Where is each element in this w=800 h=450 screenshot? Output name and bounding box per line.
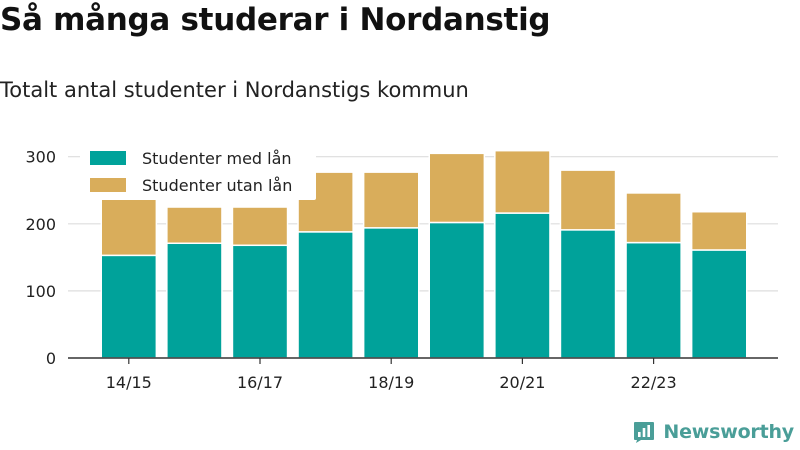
chart-title: Så många studerar i Nordanstig (0, 2, 551, 38)
x-tick-label: 14/15 (106, 373, 152, 392)
bar-segment-med-lan (297, 231, 354, 359)
bar-segment-med-lan (100, 254, 158, 359)
legend: Studenter med lån Studenter utan lån (80, 142, 316, 200)
bar-segment-med-lan (559, 229, 617, 359)
brand-name: Newsworthy (663, 421, 794, 443)
bar-segment-utan-lan (362, 171, 420, 229)
bar-segment-med-lan (231, 244, 289, 359)
bar-segment-utan-lan (166, 206, 223, 245)
bar-segment-med-lan (494, 212, 551, 359)
bar-segment-med-lan (362, 227, 420, 359)
y-tick-label: 300 (25, 148, 56, 167)
y-tick-label: 100 (25, 282, 56, 301)
legend-background (80, 142, 316, 200)
bar-segment-med-lan (625, 241, 682, 359)
legend-swatch (90, 178, 126, 192)
legend-label: Studenter med lån (142, 149, 292, 168)
bar-segment-utan-lan (625, 192, 682, 244)
bar-segment-med-lan (428, 221, 486, 359)
bars (100, 149, 748, 359)
x-tick-label: 20/21 (499, 373, 545, 392)
x-tick-label: 22/23 (631, 373, 677, 392)
x-tick-label: 16/17 (237, 373, 283, 392)
chart-subtitle: Totalt antal studenter i Nordanstigs kom… (0, 78, 469, 102)
bar-segment-med-lan (690, 249, 748, 359)
brand-logo: Newsworthy (632, 420, 794, 444)
bar-segment-utan-lan (494, 149, 551, 214)
bar-segment-utan-lan (559, 169, 617, 231)
y-tick-label: 0 (46, 349, 56, 368)
newsworthy-logo-icon (634, 422, 655, 443)
bar-segment-utan-lan (231, 206, 289, 247)
legend-swatch (90, 151, 126, 165)
bar-segment-med-lan (166, 242, 223, 359)
legend-label: Studenter utan lån (142, 176, 292, 195)
axes: 0 100 200 300 14/15 16/17 18/19 20/21 22/23 (25, 148, 778, 392)
bar-segment-utan-lan (690, 210, 748, 251)
y-tick-label: 200 (25, 215, 56, 234)
bar-segment-utan-lan (100, 196, 158, 257)
bar-segment-utan-lan (428, 152, 486, 224)
x-tick-label: 18/19 (368, 373, 414, 392)
